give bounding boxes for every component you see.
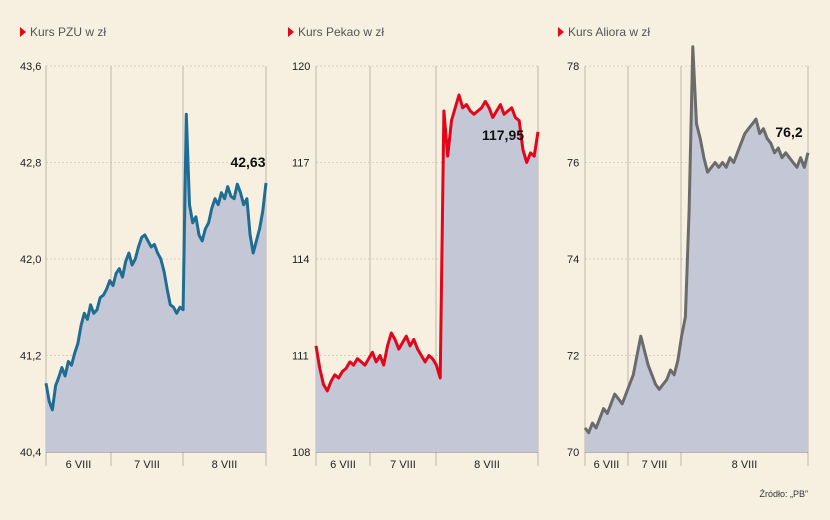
series-area [316,95,538,452]
y-tick-label: 120 [292,61,310,73]
title-marker-icon [558,27,564,37]
chart-panel-3: Kurs Aliora w zł 78 76 74 72 70 6 VIII 7 VIII 8 … [558,25,810,471]
y-tick-label: 42,8 [20,158,41,170]
chart-title: Kurs Pekao w zł [298,25,384,39]
series-line [583,45,810,435]
x-tick-label: 7 VIII [642,459,668,471]
x-tick-label: 6 VIII [330,459,356,471]
x-tick-label: 6 VIII [66,459,92,471]
chart-title: Kurs PZU w zł [30,25,106,39]
x-tick-label: 7 VIII [390,459,416,471]
y-tick-label: 70 [567,447,579,459]
y-tick-label: 42,0 [20,254,41,266]
chart-title: Kurs Aliora w zł [568,25,650,39]
last-value-label: 76,2 [775,124,802,140]
y-tick-label: 41,2 [20,351,41,363]
title-marker-icon [20,27,26,37]
chart-panel-1: Kurs PZU w zł 43,6 42,8 42,0 41,2 40,4 6 VIII 7… [20,25,268,471]
series-area [46,114,266,452]
y-tick-label: 78 [567,61,579,73]
last-value-label: 42,63 [230,154,265,170]
y-tick-label: 108 [292,447,310,459]
source-note: Źródło: „PB” [759,489,808,499]
series-area [585,46,808,452]
series-line [314,93,540,393]
chart-panel-2: Kurs Pekao w zł 120 117 114 111 108 6 VIII 7 VI… [288,25,540,471]
y-tick-label: 111 [292,351,309,363]
y-tick-label: 114 [292,254,310,266]
y-tick-label: 74 [567,254,579,266]
y-tick-label: 40,4 [20,447,41,459]
y-tick-label: 72 [567,351,579,363]
y-tick-label: 43,6 [20,61,41,73]
last-value-label: 117,95 [482,127,524,143]
series-line [44,112,268,412]
x-tick-label: 8 VIII [474,459,500,471]
title-marker-icon [288,27,294,37]
x-tick-label: 6 VIII [594,459,620,471]
x-tick-label: 7 VIII [134,459,160,471]
y-tick-label: 76 [567,158,579,170]
x-tick-label: 8 VIII [212,459,238,471]
x-tick-label: 8 VIII [732,459,758,471]
y-tick-label: 117 [292,158,310,170]
